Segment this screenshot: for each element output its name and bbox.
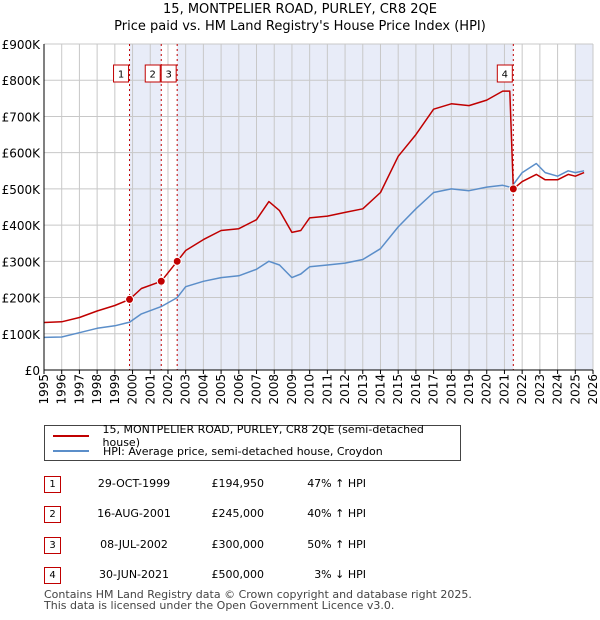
x-tick-label: 2003 (179, 374, 193, 405)
transaction-number: 1 (44, 476, 61, 493)
transaction-label: 2 (150, 70, 156, 81)
chart-legend: 15, MONTPELIER ROAD, PURLEY, CR8 2QE (se… (44, 423, 461, 461)
transaction-price: £300,000 (211, 538, 265, 551)
transaction-price: £194,950 (211, 477, 265, 490)
transaction-hpi-change: 50% ↑ HPI (307, 538, 366, 551)
price-chart: 1 2 3 4 £0 £100K £200K £300K £400K £500K £600K £700… (2, 38, 600, 405)
footer-line-2: This data is licensed under the Open Gov… (44, 599, 395, 612)
y-tick-label: £200K (2, 292, 42, 306)
transaction-number: 3 (44, 537, 61, 554)
y-tick-label: £900K (2, 38, 42, 52)
y-tick-label: £600K (2, 147, 42, 161)
transaction-label-box (144, 64, 161, 83)
x-tick-label: 2022 (515, 374, 529, 405)
transaction-label-box (160, 64, 177, 83)
x-tick-label: 2016 (409, 374, 423, 405)
transaction-point (156, 276, 166, 286)
legend-swatch-property (53, 435, 89, 437)
x-tick-label: 2024 (551, 374, 565, 405)
x-tick-label: 2019 (462, 374, 476, 405)
transaction-date: 29-OCT-1999 (97, 477, 171, 490)
transaction-number: 2 (44, 506, 61, 523)
y-tick-label: £500K (2, 183, 42, 197)
table-row: 4 30-JUN-2021 £500,000 3% ↓ HPI (44, 567, 464, 587)
legend-label-hpi: HPI: Average price, semi-detached house,… (103, 444, 383, 458)
transaction-label-box (496, 64, 513, 83)
transaction-label: 4 (502, 70, 508, 81)
y-tick-label: £400K (2, 219, 42, 233)
x-tick-label: 2025 (568, 374, 582, 405)
table-row: 3 08-JUL-2002 £300,000 50% ↑ HPI (44, 537, 464, 557)
legend-swatch-hpi (53, 450, 89, 452)
x-tick-label: 1996 (55, 374, 69, 405)
transaction-hpi-change: 47% ↑ HPI (307, 477, 366, 490)
x-tick-label: 2009 (285, 374, 299, 405)
x-tick-label: 2010 (303, 374, 317, 405)
transaction-hpi-change: 3% ↓ HPI (314, 568, 366, 581)
y-tick-label: £100K (2, 328, 42, 342)
transaction-label: 3 (165, 70, 171, 81)
property-price-line (43, 90, 585, 324)
transaction-number: 4 (44, 567, 61, 584)
x-tick-label: 2006 (232, 374, 246, 405)
legend-item-property: 15, MONTPELIER ROAD, PURLEY, CR8 2QE (se… (53, 423, 460, 449)
transaction-point (508, 184, 518, 194)
x-tick-label: 1998 (90, 374, 104, 405)
x-tick-label: 2021 (497, 374, 511, 405)
chart-subtitle: Price paid vs. HM Land Registry's House … (114, 19, 486, 34)
table-row: 1 29-OCT-1999 £194,950 47% ↑ HPI (44, 476, 464, 496)
x-tick-label: 2020 (480, 374, 494, 405)
y-tick-label: £300K (2, 255, 42, 269)
y-tick-label: £0 (25, 364, 40, 378)
x-tick-label: 2018 (444, 374, 458, 405)
transaction-point (125, 294, 135, 304)
table-row: 2 16-AUG-2001 £245,000 40% ↑ HPI (44, 506, 464, 526)
x-tick-label: 2000 (126, 374, 140, 405)
footer-attribution: Contains HM Land Registry data © Crown c… (44, 589, 472, 611)
chart-title: 15, MONTPELIER ROAD, PURLEY, CR8 2QE (163, 2, 437, 17)
transaction-label: 1 (118, 70, 124, 81)
x-tick-label: 2007 (250, 374, 264, 405)
transaction-price: £245,000 (211, 507, 265, 520)
y-tick-label: £700K (2, 110, 42, 124)
x-tick-label: 2012 (338, 374, 352, 405)
transaction-label-box (113, 64, 130, 83)
x-tick-label: 2001 (143, 374, 157, 405)
shaded-period (129, 44, 162, 370)
x-tick-label: 2002 (161, 374, 175, 405)
transaction-date: 30-JUN-2021 (98, 568, 170, 581)
x-tick-label: 1999 (108, 374, 122, 405)
transaction-date: 08-JUL-2002 (100, 538, 168, 551)
x-tick-label: 2005 (214, 374, 228, 405)
transaction-point (172, 256, 182, 266)
x-tick-label: 2008 (267, 374, 281, 405)
x-tick-label: 2014 (373, 374, 387, 405)
transaction-hpi-change: 40% ↑ HPI (307, 507, 366, 520)
transaction-date: 16-AUG-2001 (97, 507, 171, 520)
x-tick-label: 2017 (427, 374, 441, 405)
hpi-line (43, 162, 585, 339)
transaction-price: £500,000 (211, 568, 265, 581)
x-tick-label: 2004 (196, 374, 210, 405)
legend-label-property: 15, MONTPELIER ROAD, PURLEY, CR8 2QE (se… (102, 423, 424, 449)
y-tick-label: £800K (2, 74, 42, 88)
shaded-period (575, 44, 593, 370)
x-tick-label: 2015 (391, 374, 405, 405)
x-tick-label: 2026 (586, 374, 600, 405)
x-tick-label: 1995 (37, 374, 51, 405)
x-tick-label: 2023 (533, 374, 547, 405)
x-tick-label: 2013 (356, 374, 370, 405)
legend-item-hpi: HPI: Average price, semi-detached house,… (53, 444, 383, 458)
x-tick-label: 2011 (320, 374, 334, 405)
x-tick-label: 1997 (72, 374, 86, 405)
footer-line-1: Contains HM Land Registry data © Crown c… (44, 588, 472, 601)
